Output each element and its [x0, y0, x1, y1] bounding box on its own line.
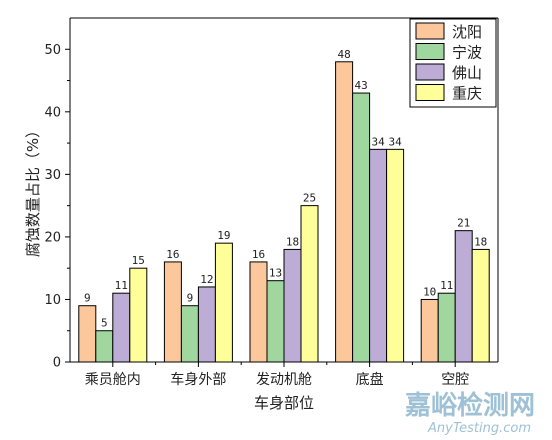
bar	[163, 261, 182, 363]
legend-label: 重庆	[452, 85, 482, 103]
bar-value-label: 12	[200, 273, 213, 286]
bar-value-label: 25	[303, 192, 316, 205]
y-tick-label: 10	[44, 293, 61, 308]
bar-value-label: 34	[371, 135, 385, 148]
bar	[300, 205, 319, 363]
bar	[420, 298, 439, 363]
bar-value-label: 19	[217, 229, 230, 242]
legend-label: 佛山	[452, 64, 482, 82]
y-tick-label: 0	[53, 356, 61, 371]
bar-value-label: 16	[252, 248, 265, 261]
bar	[249, 261, 268, 363]
bar	[214, 242, 233, 363]
y-axis-title: 腐蚀数量占比（%）	[24, 123, 42, 257]
bar-value-label: 18	[286, 235, 299, 248]
bar-value-label: 15	[132, 254, 145, 267]
bar-value-label: 43	[354, 79, 367, 92]
bar-value-label: 9	[187, 292, 194, 305]
bar-value-label: 48	[337, 48, 350, 61]
bar-value-label: 11	[440, 279, 453, 292]
bar	[129, 267, 148, 363]
bar-value-label: 18	[474, 235, 487, 248]
bar	[95, 330, 114, 363]
x-tick-label: 车身外部	[170, 371, 226, 388]
bar	[386, 148, 405, 363]
legend-swatch	[415, 63, 445, 81]
legend-swatch	[415, 84, 445, 101]
y-tick-label: 20	[44, 230, 61, 245]
bar-value-label: 13	[269, 267, 282, 280]
bar-value-label: 11	[115, 279, 128, 292]
bar	[180, 305, 199, 363]
x-axis-title: 车身部位	[254, 394, 314, 412]
bar	[471, 248, 490, 363]
bar	[197, 286, 216, 363]
bar	[352, 92, 371, 363]
bar	[335, 61, 354, 363]
y-tick-label: 30	[44, 168, 61, 183]
bar	[369, 148, 388, 363]
legend-label: 宁波	[452, 44, 482, 62]
watermark-logo-text: 嘉峪检测网	[405, 390, 535, 421]
watermark-url-text: AnyTesting.com	[427, 421, 531, 436]
legend-swatch	[415, 43, 445, 60]
bar	[437, 292, 456, 363]
x-tick-label: 底盘	[356, 371, 384, 388]
ticks-layer: 0 10 20 30 40 50 乘员舱内 车身外部 发动机舱 底盘 空腔	[44, 43, 469, 388]
bar	[283, 248, 302, 363]
bar-value-label: 10	[423, 285, 436, 298]
x-tick-label: 发动机舱	[256, 372, 312, 388]
legend-swatch	[415, 22, 445, 40]
y-tick-label: 50	[44, 43, 61, 58]
x-tick-label: 乘员舱内	[85, 372, 141, 388]
legend-label: 沈阳	[452, 23, 482, 41]
bar-value-label: 21	[457, 217, 470, 230]
bar	[266, 280, 285, 363]
bar	[78, 305, 97, 363]
bar	[454, 230, 473, 363]
bar-value-label: 9	[84, 292, 91, 305]
bar-value-label: 5	[101, 317, 108, 330]
bar	[112, 292, 131, 363]
bar-value-label: 16	[166, 248, 179, 261]
y-tick-label: 40	[44, 105, 61, 120]
bar-value-label: 34	[388, 135, 402, 148]
watermark: 嘉峪检测网 AnyTesting.com	[405, 390, 535, 436]
x-tick-label: 空腔	[441, 372, 469, 388]
